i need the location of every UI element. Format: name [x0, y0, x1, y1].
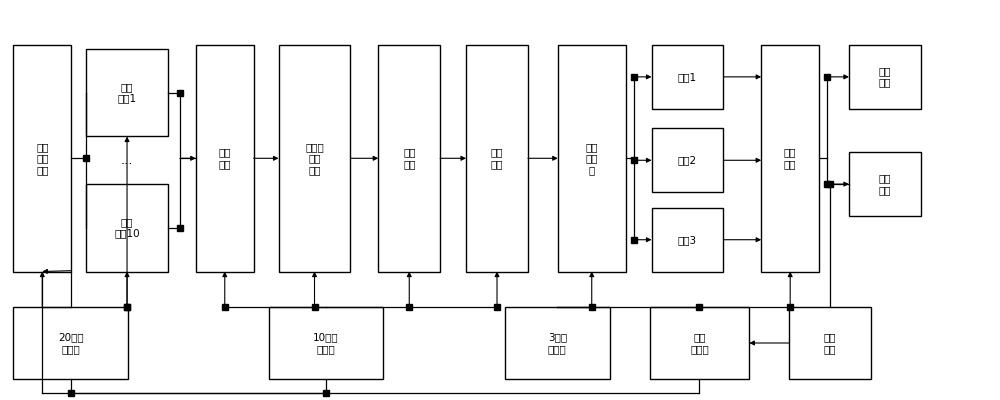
Bar: [558, 45, 626, 272]
Bar: [86, 49, 168, 136]
Bar: [761, 45, 819, 272]
Text: 状态
标志: 状态 标志: [879, 173, 891, 195]
Bar: [789, 307, 871, 379]
Bar: [196, 45, 254, 272]
Text: 映射
查找
表: 映射 查找 表: [585, 142, 598, 175]
Text: 数据
缓存1: 数据 缓存1: [117, 82, 137, 104]
Text: 端口
串并
转换: 端口 串并 转换: [36, 142, 49, 175]
Bar: [849, 45, 921, 109]
Bar: [13, 307, 128, 379]
Text: 采集
数据: 采集 数据: [879, 66, 891, 88]
Text: 同步头
识别
检测: 同步头 识别 检测: [305, 142, 324, 175]
Text: 20倍采
集时钟: 20倍采 集时钟: [58, 332, 84, 354]
Text: 并串
转换: 并串 转换: [219, 148, 231, 169]
Bar: [269, 307, 383, 379]
Text: 数据1: 数据1: [678, 72, 697, 82]
Bar: [378, 45, 440, 272]
Bar: [652, 45, 723, 109]
Bar: [505, 307, 610, 379]
Bar: [652, 128, 723, 192]
Text: 数据
提取: 数据 提取: [491, 148, 503, 169]
Text: 数据
缓存10: 数据 缓存10: [114, 217, 140, 239]
Bar: [279, 45, 350, 272]
Bar: [849, 152, 921, 216]
Bar: [86, 184, 168, 272]
Text: 数据3: 数据3: [678, 235, 697, 245]
Text: 数据
组合: 数据 组合: [784, 148, 796, 169]
Text: 移位
缓存: 移位 缓存: [403, 148, 416, 169]
Text: ...: ...: [121, 154, 133, 167]
Text: 时钟
管理器: 时钟 管理器: [690, 332, 709, 354]
Bar: [466, 45, 528, 272]
Text: 10倍采
集时钟: 10倍采 集时钟: [313, 332, 339, 354]
Bar: [652, 208, 723, 272]
Text: 数据2: 数据2: [678, 155, 697, 165]
Text: 3倍采
集时钟: 3倍采 集时钟: [548, 332, 567, 354]
Bar: [650, 307, 749, 379]
Bar: [13, 45, 71, 272]
Text: 采集
时钟: 采集 时钟: [824, 332, 836, 354]
